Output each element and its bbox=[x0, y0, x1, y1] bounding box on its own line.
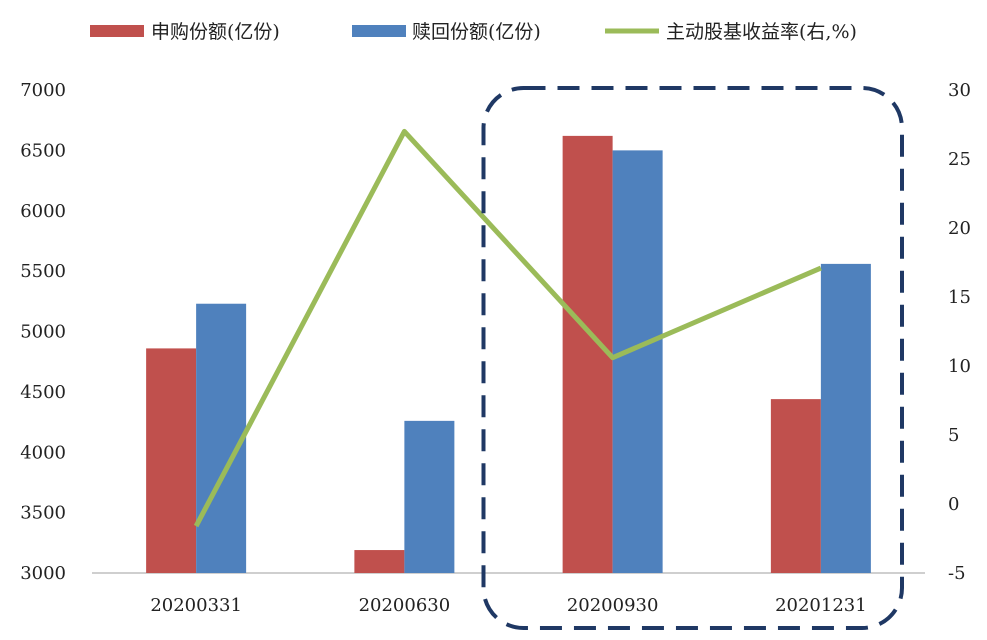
y-right-tick-5: 20 bbox=[948, 218, 971, 239]
right-axis-ticks: -5 0 5 10 15 20 25 30 bbox=[948, 80, 971, 584]
x-axis-ticks: 20200331 20200630 20200930 20201231 bbox=[150, 595, 866, 616]
y-left-tick-8: 7000 bbox=[20, 80, 66, 101]
legend-swatch-1 bbox=[352, 25, 406, 37]
bar-s0-c2 bbox=[562, 135, 613, 573]
left-axis-ticks: 3000 3500 4000 4500 5000 5500 6000 6500 7000 bbox=[20, 80, 66, 584]
highlight-box bbox=[481, 86, 904, 630]
y-left-tick-3: 4500 bbox=[20, 382, 66, 403]
bar-s1-c2 bbox=[612, 150, 663, 573]
y-right-tick-0: -5 bbox=[948, 563, 966, 584]
bar-s0-c1 bbox=[354, 550, 405, 573]
y-right-tick-4: 15 bbox=[948, 287, 971, 308]
bar-s0-c3 bbox=[770, 399, 821, 573]
y-left-tick-6: 6000 bbox=[20, 201, 66, 222]
bar-s1-c1 bbox=[404, 420, 455, 573]
legend-label-1: 赎回份额(亿份) bbox=[412, 21, 541, 43]
y-left-tick-1: 3500 bbox=[20, 503, 66, 524]
x-tick-3: 20201231 bbox=[775, 595, 867, 616]
legend: 申购份额(亿份) 赎回份额(亿份) 主动股基收益率(右,%) bbox=[90, 21, 857, 43]
bars bbox=[146, 135, 871, 573]
y-left-tick-7: 6500 bbox=[20, 140, 66, 161]
y-right-tick-7: 30 bbox=[948, 80, 971, 101]
legend-label-0: 申购份额(亿份) bbox=[151, 21, 280, 43]
y-left-tick-0: 3000 bbox=[20, 563, 66, 584]
legend-label-2: 主动股基收益率(右,%) bbox=[666, 21, 857, 43]
bar-s1-c3 bbox=[820, 263, 871, 573]
y-left-tick-4: 5000 bbox=[20, 322, 66, 343]
y-right-tick-6: 25 bbox=[948, 149, 971, 170]
x-tick-2: 20200930 bbox=[567, 595, 659, 616]
bar-s1-c0 bbox=[196, 303, 247, 573]
line-series-return bbox=[193, 128, 822, 528]
y-right-tick-1: 0 bbox=[948, 494, 959, 515]
y-left-tick-2: 4000 bbox=[20, 442, 66, 463]
bar-s0-c0 bbox=[146, 348, 197, 573]
y-right-tick-2: 5 bbox=[948, 425, 959, 446]
legend-swatch-0 bbox=[90, 25, 144, 37]
y-right-tick-3: 10 bbox=[948, 356, 971, 377]
x-tick-0: 20200331 bbox=[150, 595, 242, 616]
x-tick-1: 20200630 bbox=[359, 595, 451, 616]
y-left-tick-5: 5500 bbox=[20, 261, 66, 282]
